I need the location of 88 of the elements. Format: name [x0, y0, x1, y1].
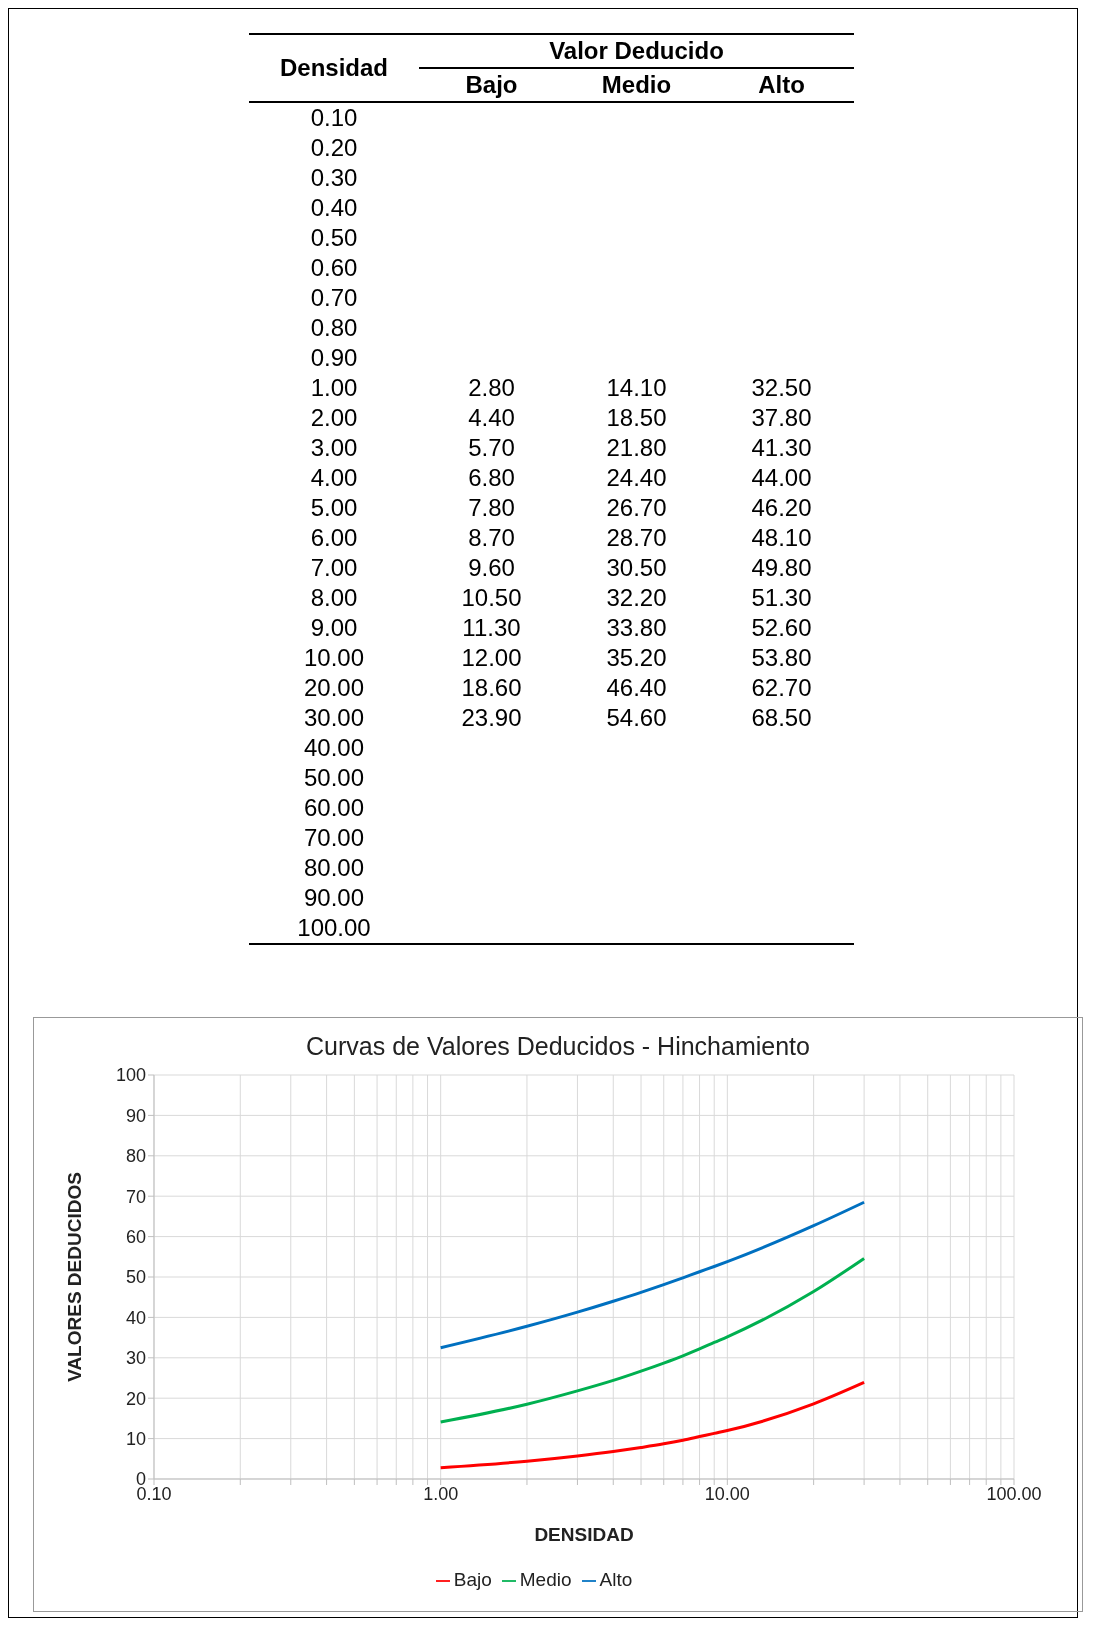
y-tick-label: 8.00: [309, 583, 359, 613]
y-tick-label: 7.00: [309, 553, 359, 583]
y-tick-label: 10: [125, 1428, 146, 1449]
y-tick-label: 10.00: [302, 643, 366, 673]
y-tick-label: 80: [125, 1146, 146, 1167]
y-tick-label: 0.40: [309, 193, 359, 223]
x-tick-label: 1.00: [423, 1483, 459, 1504]
y-tick-label: 0.10: [309, 103, 359, 133]
y-tick-label: 0.30: [309, 163, 359, 193]
y-tick-label: 0.20: [309, 133, 359, 163]
data-label: 68.50: [750, 703, 813, 733]
x-tick-label: 10.00: [704, 1483, 750, 1504]
y-axis-title: VALORES DEDUCIDOS: [63, 1172, 85, 1382]
y-tick-label: 20: [125, 1388, 146, 1409]
x-tick-label: Alto: [709, 68, 854, 102]
data-label: 28.70: [605, 523, 668, 553]
data-label: 7.80: [467, 493, 516, 523]
y-tick-label: 40: [125, 1307, 146, 1328]
legend-label: Medio: [519, 1569, 572, 1590]
y-tick-label: 0.90: [309, 343, 359, 373]
data-label: 32.20: [605, 583, 668, 613]
y-tick-label: 40.00: [302, 733, 366, 763]
data-label: 51.30: [750, 583, 813, 613]
legend-label: Bajo: [453, 1569, 492, 1590]
y-tick-label: 80.00: [302, 853, 366, 883]
data-label: 32.50: [750, 373, 813, 403]
x-axis-title: DENSIDAD: [534, 1524, 634, 1545]
data-label: 10.50: [460, 583, 523, 613]
data-label: 26.70: [605, 493, 668, 523]
y-tick-label: 70: [125, 1186, 146, 1207]
y-tick-label: 20.00: [302, 673, 366, 703]
data-label: 49.80: [750, 553, 813, 583]
data-label: 14.10: [605, 373, 668, 403]
data-label: 24.40: [605, 463, 668, 493]
data-label: 41.30: [750, 433, 813, 463]
legend-label: Alto: [599, 1569, 633, 1590]
y-tick-label: 2.00: [309, 403, 359, 433]
x-tick-label: 100.00: [986, 1483, 1042, 1504]
y-tick-label: 4.00: [309, 463, 359, 493]
y-tick-label: 70.00: [302, 823, 366, 853]
data-label: 46.40: [605, 673, 668, 703]
data-label: 46.20: [750, 493, 813, 523]
data-label: 23.90: [460, 703, 523, 733]
data-label: 30.50: [605, 553, 668, 583]
x-axis-title: Valor Deducido: [419, 34, 854, 68]
data-label: 35.20: [605, 643, 668, 673]
y-tick-label: 50: [125, 1267, 146, 1288]
y-tick-label: 1.00: [309, 373, 359, 403]
data-label: 18.50: [605, 403, 668, 433]
y-tick-label: 60: [125, 1226, 146, 1247]
data-label: 6.80: [467, 463, 516, 493]
y-tick-label: 0.60: [309, 253, 359, 283]
y-tick-label: 50.00: [302, 763, 366, 793]
y-axis-title: Densidad: [249, 34, 419, 102]
data-label: 48.10: [750, 523, 813, 553]
y-tick-label: 5.00: [309, 493, 359, 523]
data-label: 5.70: [467, 433, 516, 463]
data-label: 11.30: [461, 613, 522, 643]
data-label: 21.80: [605, 433, 668, 463]
data-label: 12.00: [460, 643, 523, 673]
y-tick-label: 0.80: [309, 313, 359, 343]
y-tick-label: 30: [125, 1348, 146, 1369]
data-label: 4.40: [467, 403, 516, 433]
y-tick-label: 90.00: [302, 883, 366, 913]
data-label: 9.60: [467, 553, 516, 583]
x-tick-label: Bajo: [419, 68, 564, 102]
y-tick-label: 6.00: [309, 523, 359, 553]
y-tick-label: 3.00: [309, 433, 359, 463]
y-tick-label: 100: [115, 1065, 146, 1086]
data-label: 33.80: [605, 613, 668, 643]
x-tick-label: Medio: [564, 68, 709, 102]
chart-title: Curvas de Valores Deducidos - Hinchamiento: [305, 1032, 811, 1061]
y-tick-label: 100.00: [296, 913, 372, 943]
data-label: 44.00: [750, 463, 813, 493]
data-label: 62.70: [750, 673, 813, 703]
data-label: 37.80: [750, 403, 813, 433]
data-label: 18.60: [460, 673, 523, 703]
y-tick-label: 60.00: [302, 793, 366, 823]
data-label: 53.80: [750, 643, 813, 673]
y-tick-label: 90: [125, 1105, 146, 1126]
y-tick-label: 9.00: [309, 613, 359, 643]
y-tick-label: 30.00: [302, 703, 366, 733]
data-label: 2.80: [467, 373, 516, 403]
data-label: 54.60: [605, 703, 668, 733]
y-tick-label: 0.50: [309, 223, 359, 253]
data-label: 52.60: [750, 613, 813, 643]
data-label: 8.70: [467, 523, 516, 553]
y-tick-label: 0.70: [309, 283, 359, 313]
